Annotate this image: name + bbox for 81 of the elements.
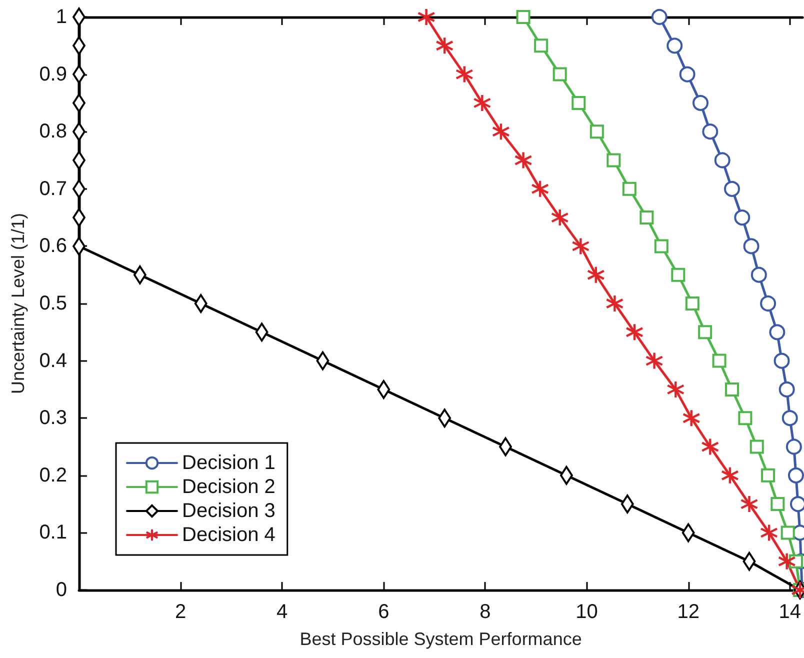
point [552, 67, 567, 82]
point [724, 180, 740, 197]
point [760, 296, 776, 312]
point [679, 66, 696, 82]
point [774, 352, 790, 369]
y-tick-label: 1 [56, 6, 67, 28]
point [743, 238, 760, 254]
x-tick-label: 14 [778, 601, 801, 623]
y-tick-label: 0.5 [39, 292, 67, 314]
point [572, 237, 590, 256]
point [640, 210, 654, 225]
y-tick-label: 0 [56, 579, 67, 601]
y-tick-label: 0.7 [39, 178, 67, 200]
point [788, 467, 804, 484]
point [550, 208, 569, 227]
point [514, 151, 532, 170]
point [714, 152, 730, 168]
point [761, 468, 776, 482]
point [586, 266, 606, 284]
x-tick-label: 10 [576, 601, 598, 623]
point [645, 352, 664, 370]
point [651, 9, 668, 25]
x-tick-label: 12 [677, 601, 700, 623]
point [750, 266, 767, 283]
x-axis-title: Best Possible System Performance [300, 629, 582, 649]
point [530, 180, 550, 198]
point [492, 122, 510, 141]
legend-label: Decision 1 [182, 452, 276, 474]
y-tick-label: 0.1 [39, 522, 67, 544]
point [769, 324, 786, 340]
point [782, 410, 798, 426]
legend-label: Decision 4 [182, 524, 276, 546]
point [666, 380, 685, 399]
legend-label: Decision 3 [182, 500, 276, 522]
y-tick-label: 0.2 [39, 464, 67, 486]
x-tick-label: 2 [174, 601, 186, 623]
point [622, 182, 636, 196]
point [738, 411, 752, 426]
point [194, 294, 208, 313]
point [750, 440, 764, 454]
point [534, 38, 548, 53]
point [590, 124, 604, 139]
y-tick-label: 0.9 [39, 63, 67, 86]
point [654, 239, 668, 254]
point [666, 38, 683, 54]
point [455, 65, 474, 84]
point [770, 497, 785, 512]
point [606, 294, 624, 313]
legend-label: Decision 2 [182, 476, 276, 498]
x-tick-label: 6 [378, 601, 390, 623]
point [740, 494, 758, 514]
point [606, 153, 621, 168]
point [760, 524, 778, 542]
point [682, 409, 700, 428]
point [417, 8, 436, 26]
point [572, 96, 586, 110]
x-tick-label: 8 [480, 601, 491, 623]
point [435, 36, 454, 55]
y-tick-label: 0.8 [39, 120, 67, 143]
point [778, 552, 796, 570]
y-tick-label: 0.3 [39, 407, 67, 430]
point [734, 210, 750, 226]
point [780, 526, 795, 540]
point [625, 323, 644, 342]
point [701, 438, 720, 456]
point [778, 381, 795, 398]
point [702, 124, 718, 140]
point [712, 354, 726, 368]
point [698, 325, 712, 340]
point [720, 466, 740, 484]
point [473, 94, 492, 112]
point [724, 382, 739, 396]
point [692, 94, 709, 111]
y-tick-label: 0.4 [39, 350, 67, 372]
y-axis-title: Uncertainty Level (1/1) [8, 212, 28, 394]
point [786, 438, 802, 455]
point [685, 296, 700, 310]
y-tick-label: 0.6 [39, 235, 67, 258]
point [671, 268, 686, 282]
x-tick-label: 4 [276, 601, 288, 623]
point [516, 10, 530, 24]
